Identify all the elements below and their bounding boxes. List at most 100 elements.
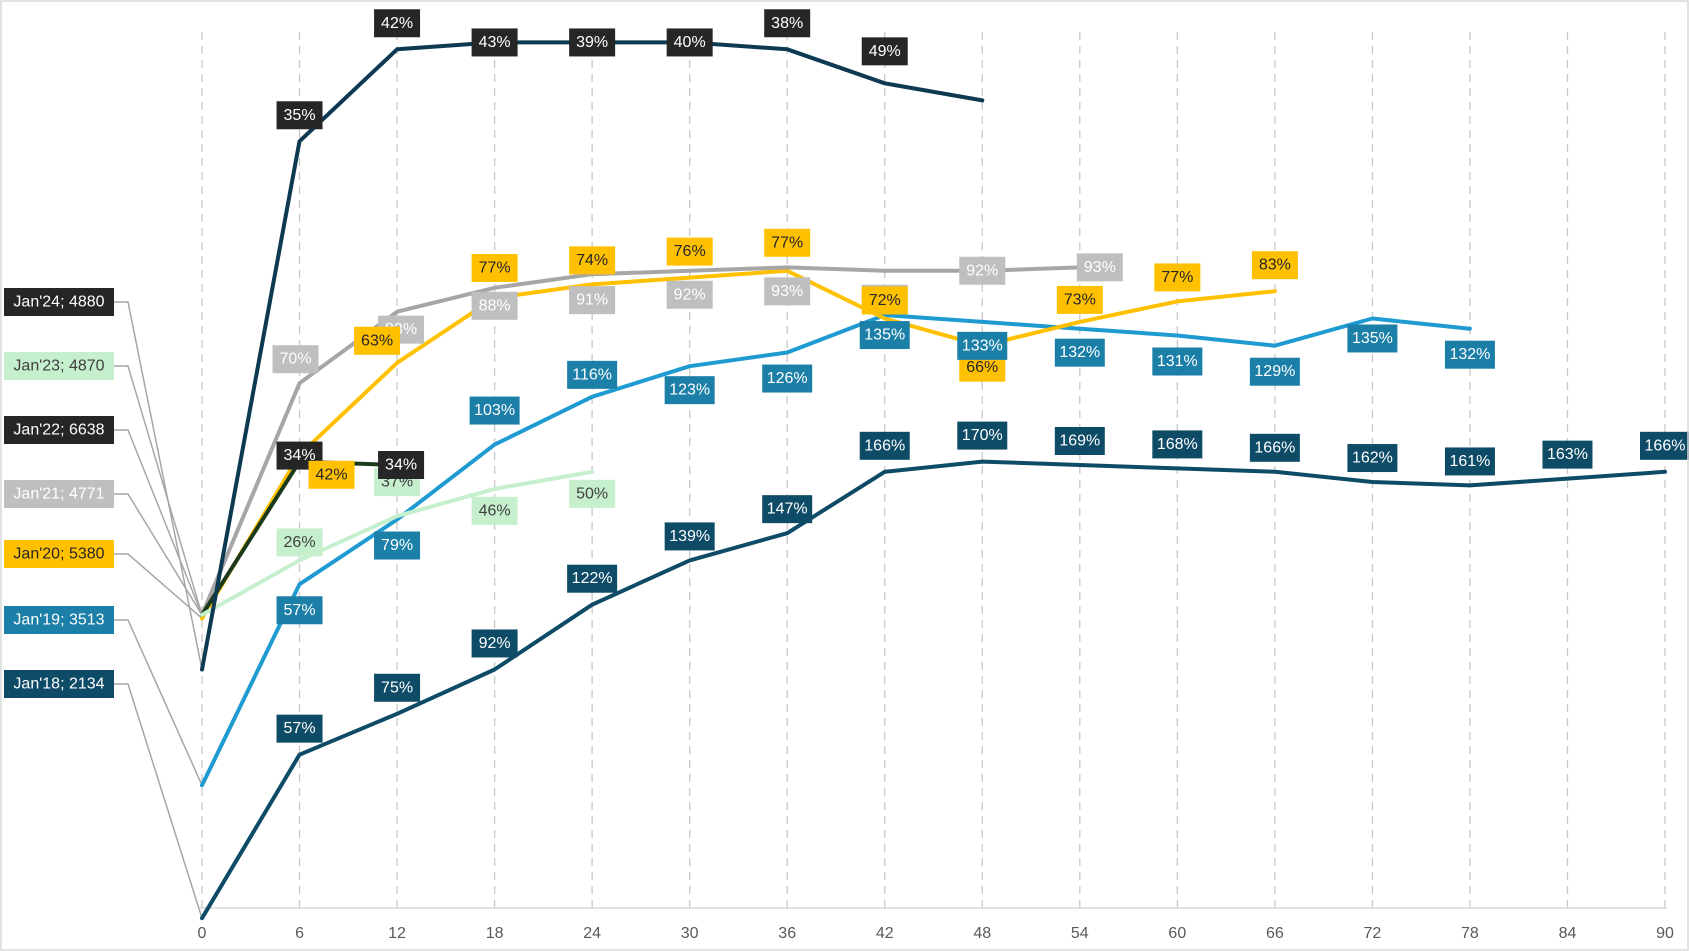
series-label-box [4, 540, 114, 568]
data-label-box [469, 396, 520, 425]
data-label-box [374, 531, 421, 560]
series-label-box [4, 288, 114, 316]
data-label-text: 92% [966, 262, 998, 279]
data-label: 75% [374, 673, 421, 702]
leader-line [114, 429, 203, 616]
data-label-text: 76% [674, 243, 706, 260]
x-tick-label: 78 [1461, 925, 1479, 942]
data-label: 77% [471, 254, 518, 283]
data-label-text: 40% [674, 34, 706, 51]
data-label-box [1054, 338, 1105, 367]
data-label-text: 133% [962, 337, 1003, 354]
data-label-box [471, 291, 518, 320]
x-tick-label: 90 [1656, 925, 1674, 942]
data-label-text: 57% [284, 720, 316, 737]
data-label-box [1152, 430, 1203, 459]
data-label-box [1347, 324, 1398, 353]
data-label-text: 49% [869, 43, 901, 60]
data-label-text: 135% [1352, 330, 1393, 347]
data-label-box [666, 28, 713, 57]
data-label-box [957, 331, 1008, 360]
data-label-text: 132% [1449, 346, 1490, 363]
data-label-box [764, 228, 811, 257]
data-label-box [276, 596, 323, 625]
data-label-text: 170% [962, 427, 1003, 444]
data-label: 135% [859, 321, 910, 350]
data-label-box [1542, 440, 1593, 469]
series-label-text: Jan'20; 5380 [13, 546, 104, 563]
series-line-1 [200, 469, 595, 617]
data-label: 77% [1154, 263, 1201, 292]
data-label-box [666, 280, 713, 309]
data-label: 76% [666, 237, 713, 266]
data-label-box [276, 528, 323, 557]
data-label-text: 169% [1059, 433, 1100, 450]
x-tick-label: 48 [973, 925, 991, 942]
data-label-text: 93% [1084, 259, 1116, 276]
data-label-text: 135% [864, 327, 905, 344]
data-label-box [859, 321, 910, 350]
data-label-box [374, 673, 421, 702]
data-label-box [861, 286, 908, 315]
data-label-text: 126% [767, 370, 808, 387]
series-label-box [4, 416, 114, 444]
data-label-text: 73% [1064, 291, 1096, 308]
data-label: 70% [272, 345, 319, 374]
data-label: 92% [959, 256, 1006, 285]
data-label-text: 161% [1449, 453, 1490, 470]
leader-line [114, 365, 203, 616]
series-line-3 [200, 265, 1082, 617]
data-label: 103% [469, 396, 520, 425]
x-axis: 0 6 12 18 24 30 36 42 48 54 60 66 72 78 84 90 [198, 907, 1674, 942]
data-label-box [569, 246, 616, 275]
x-tick-label: 18 [486, 925, 504, 942]
data-label-text: 168% [1157, 436, 1198, 453]
x-tick-label: 36 [778, 925, 796, 942]
series-label-text: Jan'19; 3513 [13, 612, 104, 629]
x-tick-label: 54 [1071, 925, 1089, 942]
data-label-box [567, 564, 618, 593]
data-label-text: 147% [767, 501, 808, 518]
data-label: 147% [762, 495, 813, 524]
data-label-text: 74% [576, 252, 608, 269]
data-label: 57% [276, 714, 323, 743]
series-lines [200, 40, 1667, 921]
data-label: 122% [567, 564, 618, 593]
data-label: 133% [957, 331, 1008, 360]
data-label: 132% [1054, 338, 1105, 367]
data-label-box [276, 714, 323, 743]
data-label-text: 166% [1645, 437, 1686, 454]
data-label-box [959, 256, 1006, 285]
data-label-text: 88% [479, 297, 511, 314]
x-tick-label: 24 [583, 925, 601, 942]
data-label: 49% [861, 37, 908, 66]
series-label-box [4, 480, 114, 508]
data-label-text: 77% [771, 234, 803, 251]
data-label-text: 116% [572, 366, 612, 383]
data-label: 83% [1251, 251, 1298, 280]
data-label: 168% [1152, 430, 1203, 459]
data-label-box [471, 496, 518, 525]
data-label-text: 75% [381, 679, 413, 696]
data-label-box [471, 254, 518, 283]
data-label-text: 34% [385, 457, 417, 474]
data-label: 169% [1054, 427, 1105, 455]
data-label-box [957, 421, 1008, 450]
data-label: 57% [276, 596, 323, 625]
data-label-text: 50% [576, 485, 608, 502]
x-tick-label: 60 [1168, 925, 1186, 942]
data-label-text: 38% [771, 15, 803, 32]
data-label: 93% [764, 277, 811, 306]
data-label-box [569, 479, 616, 508]
data-label-text: 131% [1157, 353, 1198, 370]
data-label: 170% [957, 421, 1008, 450]
series-label-text: Jan'21; 4771 [13, 486, 104, 503]
data-label: 79% [374, 531, 421, 560]
data-label-box [1444, 340, 1495, 369]
data-label-text: 132% [1059, 344, 1100, 361]
data-label-text: 72% [869, 292, 901, 309]
data-label: 129% [1249, 357, 1300, 386]
leader-line [114, 619, 203, 786]
